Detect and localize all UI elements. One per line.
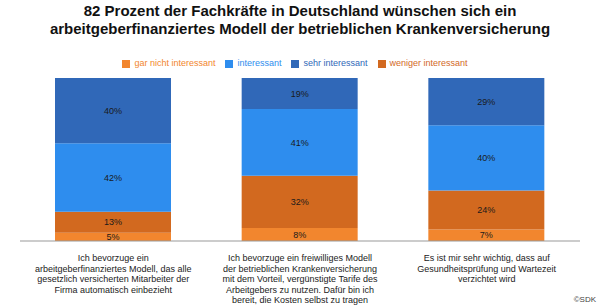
html-text:©SDK: ©SDK [573,295,596,304]
svg-text:8%: 8% [293,230,306,240]
html-text:interessant: interessant [237,58,282,68]
svg-text:19%: 19% [291,89,309,99]
svg-text:40%: 40% [477,153,495,163]
svg-text:42%: 42% [104,173,122,183]
svg-text:32%: 32% [291,197,309,207]
svg-text:5%: 5% [106,232,119,242]
svg-text:40%: 40% [104,106,122,116]
html-text:weniger interessant: weniger interessant [389,58,468,68]
svg-text:41%: 41% [291,138,309,148]
svg-text:7%: 7% [480,230,493,240]
svg-text:Ich bevorzuge ein freiwilliges: Ich bevorzuge ein freiwilliges Modellder… [223,253,378,305]
html-text:gar nicht interessant: gar nicht interessant [134,58,216,68]
svg-text:24%: 24% [477,205,495,215]
svg-text:13%: 13% [104,217,122,227]
svg-text:Ich bevorzuge einarbeitgeberfi: Ich bevorzuge einarbeitgeberfinanziertes… [35,253,192,295]
html-text:82 Prozent der Fachkräfte in D: 82 Prozent der Fachkräfte in Deutschland… [49,2,551,37]
svg-text:Es ist mir sehr wichtig, dass: Es ist mir sehr wichtig, dass aufGesundh… [417,253,556,284]
html-text:sehr interessant: sehr interessant [303,58,368,68]
svg-text:29%: 29% [477,97,495,107]
